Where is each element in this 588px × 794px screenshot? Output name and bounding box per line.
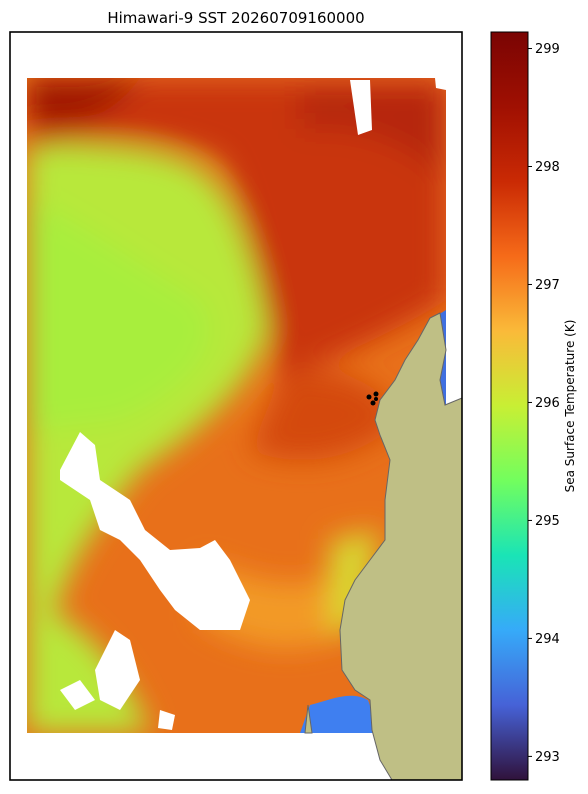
station-markers xyxy=(366,391,379,406)
colorbar-tick-label: 294 xyxy=(535,632,560,647)
colorbar-label: Sea Surface Temperature (K) xyxy=(563,320,577,493)
colorbar-tick-label: 293 xyxy=(535,750,560,765)
colorbar-tick-label: 295 xyxy=(535,514,560,529)
sst-field xyxy=(27,78,446,733)
colorbar-tick-label: 297 xyxy=(535,278,560,293)
colorbar: Sea Surface Temperature (K) 293 294 295 296… xyxy=(490,31,577,781)
map-title: Himawari-9 SST 20260709160000 xyxy=(107,9,364,27)
map-frame xyxy=(9,31,463,781)
land xyxy=(304,704,313,734)
colorbar-scale xyxy=(490,31,529,781)
colorbar-tick-label: 296 xyxy=(535,396,560,411)
colorbar-tick-label: 299 xyxy=(535,42,560,57)
map-panel xyxy=(9,31,463,781)
colorbar-tick-label: 298 xyxy=(535,160,560,175)
